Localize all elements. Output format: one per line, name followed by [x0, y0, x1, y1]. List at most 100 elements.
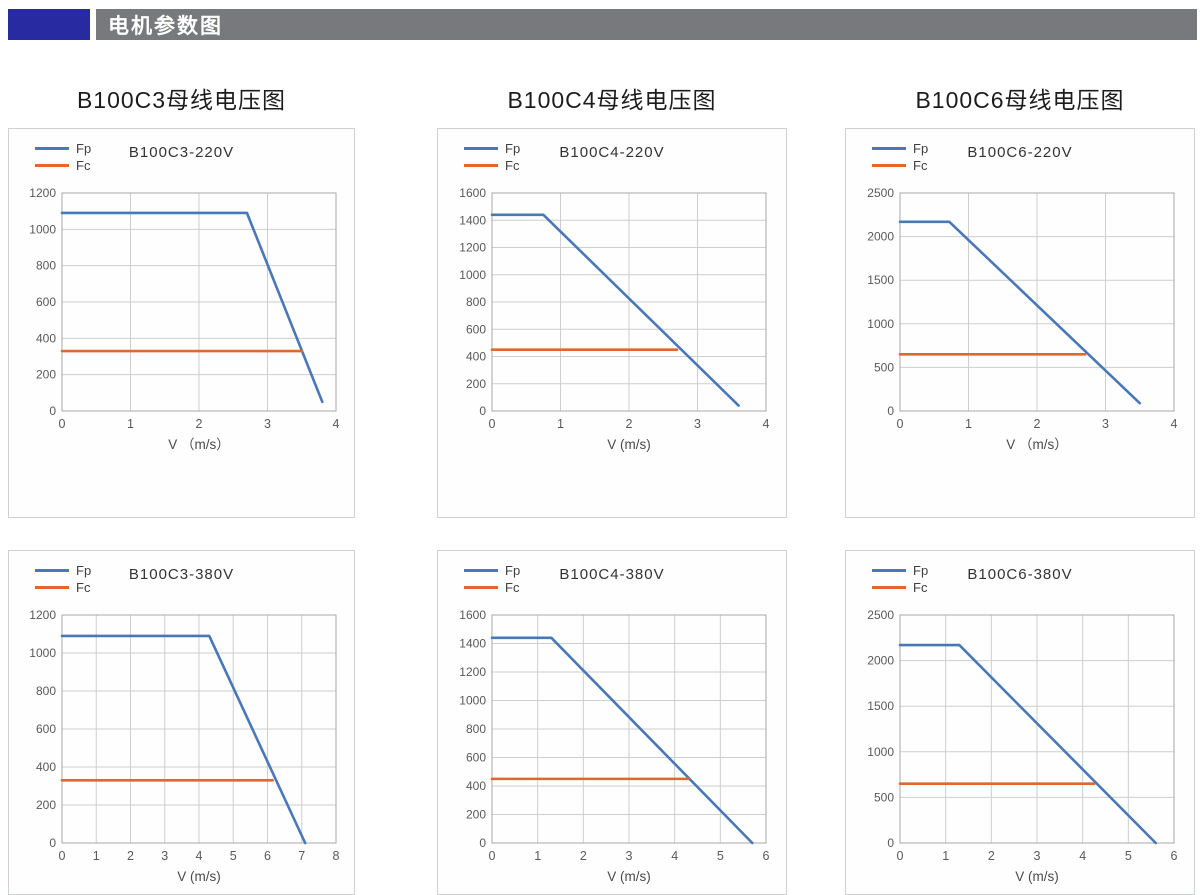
- svg-text:0: 0: [58, 417, 65, 431]
- fp-line-icon: [464, 569, 498, 572]
- chart-panel: Fp Fc B100C4-380V 0 200 400 600 800 1000 1200 1…: [437, 550, 787, 895]
- legend-fc-label: Fc: [505, 580, 520, 595]
- svg-text:2000: 2000: [867, 654, 894, 668]
- svg-text:800: 800: [466, 722, 486, 736]
- svg-text:1200: 1200: [29, 608, 56, 622]
- svg-text:1500: 1500: [867, 699, 894, 713]
- svg-text:2500: 2500: [867, 608, 894, 622]
- svg-text:400: 400: [35, 760, 55, 774]
- legend-fp-label: Fp: [505, 141, 521, 156]
- chart-plot: 0 500 1000 1500 2000 2500 0 1 2 3 4 5 6 V (m/s): [867, 608, 1177, 884]
- column-title-b100c6: B100C6母线电压图: [915, 87, 1125, 113]
- legend-fp-label: Fp: [76, 563, 92, 578]
- column-title-b100c3: B100C3母线电压图: [76, 87, 287, 113]
- legend-fc-label: Fc: [913, 158, 928, 173]
- header-bar: 电机参数图: [96, 9, 1197, 40]
- chart-header: Fp Fc B100C3-220V: [9, 129, 354, 185]
- legend-item-fp: Fp: [464, 562, 520, 579]
- svg-text:0: 0: [479, 836, 486, 850]
- svg-text:1: 1: [965, 417, 972, 431]
- svg-text:1: 1: [92, 849, 99, 863]
- svg-text:4: 4: [671, 849, 678, 863]
- chart-legend: Fp Fc: [35, 140, 91, 174]
- svg-text:2000: 2000: [867, 230, 894, 244]
- fp-line-icon: [35, 147, 69, 150]
- svg-text:400: 400: [466, 779, 486, 793]
- svg-text:1600: 1600: [459, 608, 486, 622]
- chart-title: B100C6-380V: [967, 566, 1073, 583]
- svg-text:1: 1: [127, 417, 134, 431]
- chart-plot: 0 200 400 600 800 1000 1200 0 1 2 3 4 V （m/s）: [29, 186, 339, 452]
- svg-text:600: 600: [466, 751, 486, 765]
- svg-text:1500: 1500: [867, 273, 894, 287]
- svg-text:400: 400: [466, 350, 486, 364]
- chart-panel: Fp Fc B100C3-220V 0 200 400 600 800 1000 1200 0…: [8, 128, 355, 518]
- svg-text:7: 7: [298, 849, 305, 863]
- chart-legend: Fp Fc: [464, 140, 520, 174]
- svg-text:1200: 1200: [459, 241, 486, 255]
- chart-header: Fp Fc B100C6-220V: [846, 129, 1194, 185]
- fc-line-icon: [35, 586, 69, 589]
- svg-text:V （m/s）: V （m/s）: [168, 437, 230, 452]
- chart-header: Fp Fc B100C4-220V: [438, 129, 786, 185]
- chart-header: Fp Fc B100C3-380V: [9, 551, 354, 607]
- legend-fp-label: Fp: [913, 141, 929, 156]
- svg-text:200: 200: [466, 808, 486, 822]
- svg-text:600: 600: [35, 295, 55, 309]
- svg-text:0: 0: [887, 404, 894, 418]
- chart-panel: Fp Fc B100C4-220V 0 200 400 600 800 1000 1200 1…: [437, 128, 787, 518]
- svg-text:2: 2: [626, 417, 633, 431]
- svg-text:4: 4: [1079, 849, 1086, 863]
- svg-text:1000: 1000: [867, 745, 894, 759]
- svg-text:6: 6: [264, 849, 271, 863]
- svg-text:3: 3: [264, 417, 271, 431]
- svg-text:1000: 1000: [459, 694, 486, 708]
- fc-line-icon: [872, 164, 906, 167]
- chart-legend: Fp Fc: [464, 562, 520, 596]
- svg-text:2: 2: [195, 417, 202, 431]
- svg-text:0: 0: [49, 404, 56, 418]
- legend-item-fc: Fc: [872, 579, 928, 596]
- chart-legend: Fp Fc: [872, 140, 928, 174]
- svg-text:6: 6: [763, 849, 770, 863]
- svg-text:2: 2: [127, 849, 134, 863]
- svg-text:200: 200: [35, 798, 55, 812]
- svg-text:1: 1: [942, 849, 949, 863]
- svg-text:1000: 1000: [867, 317, 894, 331]
- fc-line-icon: [872, 586, 906, 589]
- svg-text:1200: 1200: [29, 186, 56, 200]
- chart-plot: 0 500 1000 1500 2000 2500 0 1 2 3 4 V （m/s）: [867, 186, 1177, 452]
- fp-line-icon: [872, 569, 906, 572]
- chart-legend: Fp Fc: [35, 562, 91, 596]
- svg-text:2: 2: [988, 849, 995, 863]
- svg-text:400: 400: [35, 331, 55, 345]
- svg-text:1200: 1200: [459, 665, 486, 679]
- chart-plot: 0 200 400 600 800 1000 1200 1400 1600 0 1 2 3 4 V (m/s…: [459, 186, 769, 452]
- svg-text:4: 4: [332, 417, 339, 431]
- fc-line-icon: [35, 164, 69, 167]
- svg-text:3: 3: [694, 417, 701, 431]
- legend-fc-label: Fc: [76, 580, 91, 595]
- svg-text:0: 0: [489, 417, 496, 431]
- svg-text:0: 0: [479, 404, 486, 418]
- legend-item-fp: Fp: [35, 562, 91, 579]
- svg-text:V (m/s): V (m/s): [1015, 869, 1059, 884]
- fc-line-icon: [464, 586, 498, 589]
- legend-fp-label: Fp: [913, 563, 929, 578]
- svg-text:0: 0: [897, 849, 904, 863]
- fc-line-icon: [464, 164, 498, 167]
- svg-text:V （m/s）: V （m/s）: [1006, 437, 1068, 452]
- legend-fc-label: Fc: [913, 580, 928, 595]
- fp-line-icon: [872, 147, 906, 150]
- svg-text:0: 0: [489, 849, 496, 863]
- svg-text:2: 2: [580, 849, 587, 863]
- svg-text:1400: 1400: [459, 637, 486, 651]
- svg-text:200: 200: [35, 368, 55, 382]
- svg-text:5: 5: [717, 849, 724, 863]
- chart-title: B100C4-220V: [559, 144, 665, 161]
- chart-title: B100C3-220V: [128, 144, 235, 161]
- chart-plot: 0 200 400 600 800 1000 1200 0 1 2 3 4 5 6 7 8 V (m/s): [29, 608, 339, 884]
- legend-item-fc: Fc: [464, 579, 520, 596]
- chart-title: B100C4-380V: [559, 566, 665, 583]
